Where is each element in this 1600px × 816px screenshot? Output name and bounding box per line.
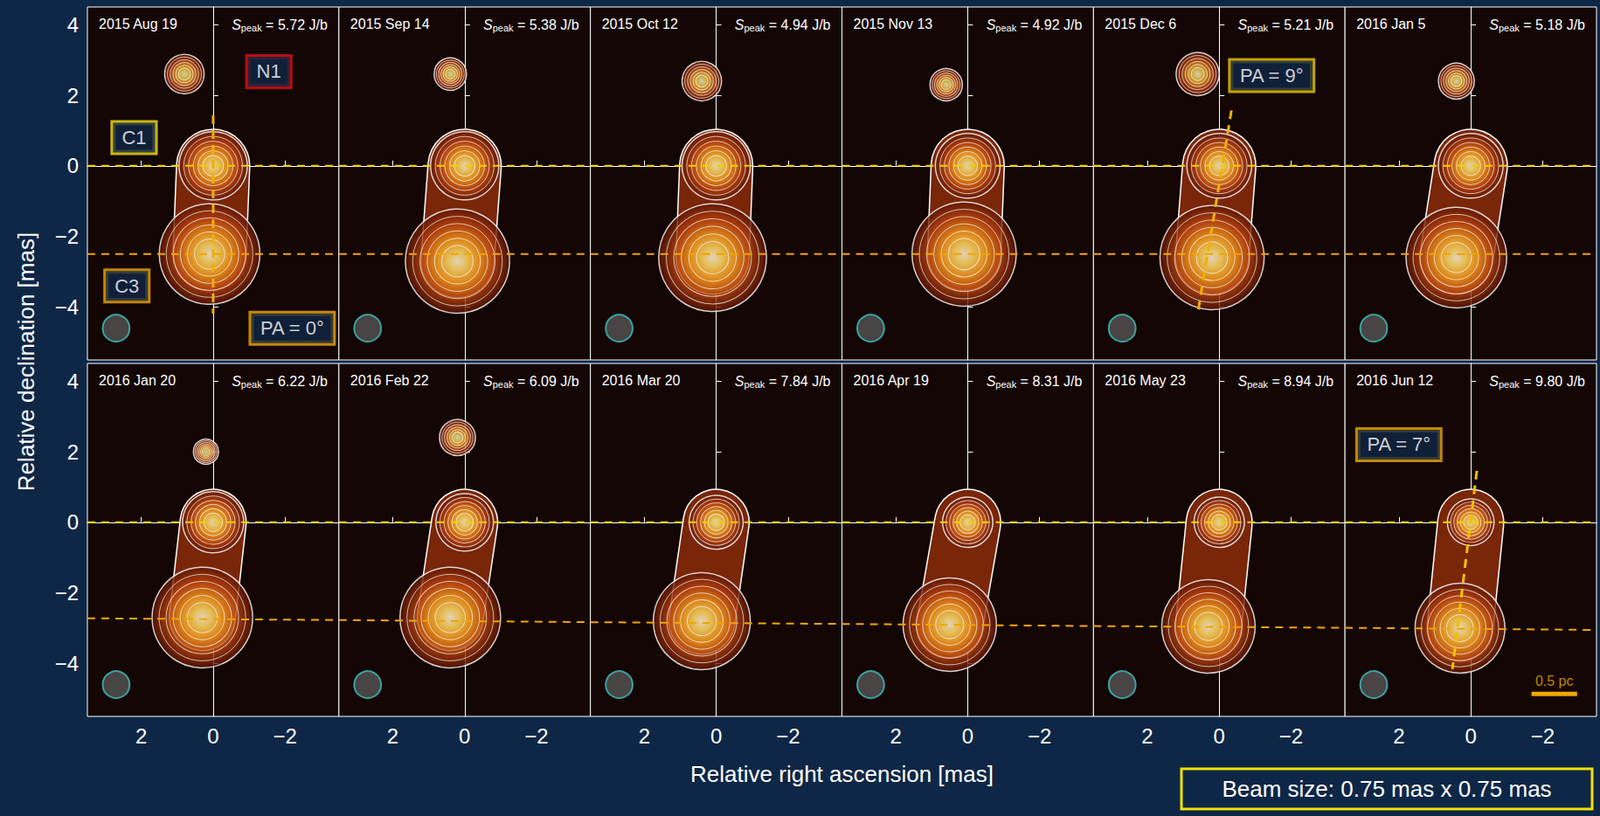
svg-text:0: 0 [67, 510, 79, 534]
svg-text:peak: peak [1498, 22, 1520, 34]
svg-text:peak: peak [492, 379, 514, 390]
svg-text:0.5 pc: 0.5 pc [1535, 673, 1574, 689]
svg-text:−2: −2 [775, 724, 800, 749]
svg-text:Relative declination [mas]: Relative declination [mas] [13, 232, 40, 492]
svg-text:S: S [734, 374, 745, 389]
svg-text:−2: −2 [272, 724, 297, 749]
svg-text:= 6.09 J/b: = 6.09 J/b [513, 374, 580, 389]
svg-text:2016 Jan 5: 2016 Jan 5 [1356, 16, 1426, 32]
svg-text:−2: −2 [1027, 724, 1052, 749]
svg-text:−4: −4 [55, 295, 79, 319]
svg-text:S: S [986, 17, 997, 33]
svg-text:−2: −2 [55, 581, 79, 605]
svg-text:2015 Nov 13: 2015 Nov 13 [853, 16, 934, 32]
svg-text:peak: peak [241, 379, 263, 390]
svg-text:0: 0 [1213, 724, 1226, 749]
svg-text:0: 0 [207, 724, 219, 749]
svg-text:4: 4 [67, 369, 79, 394]
svg-text:−2: −2 [524, 724, 548, 749]
svg-text:Beam size: 0.75 mas x 0.75 mas: Beam size: 0.75 mas x 0.75 mas [1221, 775, 1552, 803]
svg-text:= 8.31 J/b: = 8.31 J/b [1016, 374, 1082, 389]
svg-text:2016 Apr 19: 2016 Apr 19 [853, 373, 929, 388]
svg-text:= 9.80 J/b: = 9.80 J/b [1519, 374, 1586, 389]
svg-text:C1: C1 [121, 126, 146, 149]
svg-text:S: S [1237, 17, 1247, 33]
svg-text:S: S [1489, 374, 1499, 389]
svg-text:0: 0 [710, 724, 722, 749]
svg-text:−2: −2 [1279, 724, 1303, 749]
svg-text:−2: −2 [1530, 724, 1555, 749]
svg-text:= 5.72 J/b: = 5.72 J/b [262, 17, 328, 33]
svg-text:0: 0 [1464, 724, 1476, 749]
svg-text:= 5.18 J/b: = 5.18 J/b [1519, 17, 1586, 33]
svg-text:peak: peak [1246, 379, 1268, 390]
svg-text:2015 Oct 12: 2015 Oct 12 [602, 16, 679, 32]
svg-text:= 4.94 J/b: = 4.94 J/b [764, 17, 831, 33]
svg-text:Relative right ascension [mas]: Relative right ascension [mas] [690, 761, 994, 788]
svg-text:0: 0 [458, 724, 471, 749]
svg-text:peak: peak [241, 22, 263, 34]
svg-text:2: 2 [67, 83, 79, 108]
svg-text:= 6.22 J/b: = 6.22 J/b [262, 374, 328, 389]
svg-text:2: 2 [638, 724, 651, 749]
svg-text:PA = 0°: PA = 0° [260, 317, 325, 340]
svg-text:2015 Sep 14: 2015 Sep 14 [350, 16, 430, 32]
svg-text:S: S [986, 374, 997, 389]
svg-text:0: 0 [67, 153, 79, 178]
svg-text:2016 Jun 12: 2016 Jun 12 [1356, 373, 1434, 388]
svg-text:N1: N1 [256, 60, 282, 83]
svg-text:= 7.84 J/b: = 7.84 J/b [764, 374, 831, 389]
svg-text:2: 2 [889, 724, 901, 749]
svg-text:0: 0 [962, 724, 974, 749]
svg-text:C3: C3 [114, 275, 139, 298]
svg-text:−4: −4 [55, 651, 79, 676]
svg-text:2015 Aug 19: 2015 Aug 19 [98, 16, 178, 32]
svg-text:2015 Dec 6: 2015 Dec 6 [1104, 16, 1177, 32]
svg-text:peak: peak [995, 379, 1017, 390]
svg-text:4: 4 [67, 13, 79, 37]
svg-text:S: S [231, 374, 242, 389]
svg-text:2: 2 [1141, 724, 1153, 749]
svg-text:peak: peak [1246, 22, 1268, 34]
svg-text:S: S [734, 17, 745, 33]
svg-text:S: S [483, 17, 493, 33]
svg-text:S: S [483, 374, 493, 389]
svg-text:= 5.38 J/b: = 5.38 J/b [513, 17, 580, 33]
svg-text:= 4.92 J/b: = 4.92 J/b [1016, 17, 1082, 33]
svg-text:PA = 7°: PA = 7° [1367, 433, 1432, 456]
svg-text:S: S [1489, 17, 1499, 33]
svg-text:2: 2 [387, 724, 399, 749]
svg-text:−2: −2 [55, 224, 79, 249]
svg-text:S: S [231, 17, 242, 33]
svg-text:2: 2 [135, 724, 147, 749]
svg-text:2: 2 [1392, 724, 1405, 749]
svg-text:2016 Mar 20: 2016 Mar 20 [602, 373, 681, 388]
svg-text:2016 Feb 22: 2016 Feb 22 [350, 373, 430, 388]
svg-text:PA = 9°: PA = 9° [1239, 64, 1304, 87]
svg-text:peak: peak [492, 22, 514, 34]
svg-text:S: S [1237, 374, 1247, 389]
svg-text:peak: peak [1498, 379, 1520, 390]
svg-text:peak: peak [995, 22, 1017, 34]
svg-text:peak: peak [743, 379, 765, 390]
svg-text:peak: peak [743, 22, 765, 34]
svg-text:2016 Jan 20: 2016 Jan 20 [98, 373, 176, 388]
svg-text:2016 May 23: 2016 May 23 [1104, 373, 1186, 388]
svg-text:= 8.94 J/b: = 8.94 J/b [1267, 374, 1334, 389]
svg-text:= 5.21 J/b: = 5.21 J/b [1267, 17, 1334, 33]
svg-text:2: 2 [67, 440, 79, 465]
